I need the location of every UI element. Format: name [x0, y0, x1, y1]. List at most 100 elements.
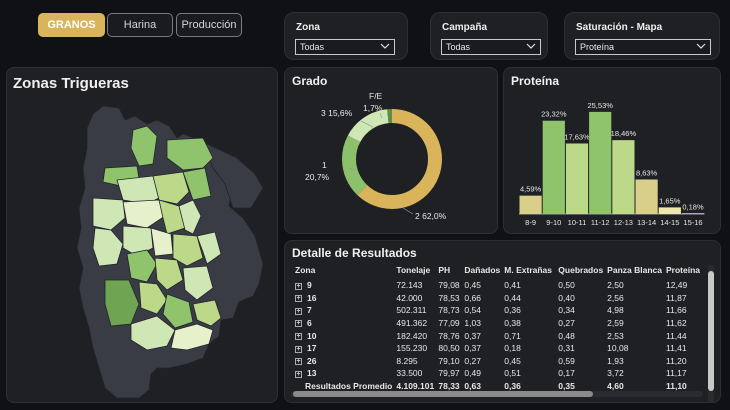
cell-proteina: 11,87 [665, 292, 687, 303]
cell-proteina: 12,49 [665, 280, 688, 291]
cell-ph: 78,76 [438, 330, 460, 341]
cell-m-extranas: 0,36 [504, 305, 521, 316]
expand-icon[interactable]: + [295, 295, 302, 303]
expand-icon[interactable]: + [295, 370, 302, 378]
column-header-m-extranas[interactable]: M. Extrañas [504, 265, 553, 275]
cell-tonelaje: 502.311 [396, 305, 427, 316]
proteina-bar-chart[interactable]: 4,59% 8-9 23,32% 9-10 17,63% 10-11 25,53% 11-12… [504, 68, 722, 235]
total-proteina: 11,10 [665, 381, 687, 392]
map-region-r [182, 265, 214, 301]
cell-quebrados: 0,48 [558, 330, 575, 341]
x-tick-label: 14-15 [660, 218, 679, 227]
table-row[interactable]: +17 155.230 80,50 0,37 0,18 0,31 10,08 11,41 [293, 342, 702, 355]
expand-icon[interactable]: + [295, 307, 302, 315]
tab-granos[interactable]: GRANOS [38, 13, 105, 37]
cell-proteina: 11,44 [665, 330, 687, 341]
bar-15-16[interactable] [681, 213, 705, 214]
expand-icon[interactable]: + [295, 320, 302, 328]
table-row[interactable]: +16 42.000 78,53 0,66 0,44 0,40 2,56 11,87 [293, 292, 702, 305]
cell-zona: +6 [293, 317, 394, 330]
tab-harina[interactable]: Harina [107, 13, 173, 37]
cell-zona: +17 [293, 342, 394, 355]
donut-leader-line [379, 112, 383, 119]
cell-tonelaje: 42.000 [396, 292, 423, 303]
grado-label-3: 3 15,6% [321, 108, 353, 118]
map-region-n [126, 249, 158, 283]
cell-ph: 79,10 [438, 355, 460, 366]
cell-danados: 0,45 [464, 280, 481, 291]
bar-8-9[interactable] [519, 195, 542, 214]
x-tick-label: 12-13 [614, 218, 633, 227]
bar-13-14[interactable] [635, 179, 658, 214]
grado-title: Grado [292, 74, 328, 88]
total-danados: 0,63 [464, 381, 481, 392]
cell-ph: 77,09 [438, 318, 460, 329]
column-header-quebrados[interactable]: Quebrados [558, 265, 604, 275]
bar-value-label: 17,63% [564, 132, 590, 141]
donut-slice-fe[interactable] [342, 109, 442, 209]
bar-value-label: 18,46% [611, 129, 637, 138]
cell-danados: 1,03 [464, 318, 481, 329]
column-header-danados[interactable]: Dañados [464, 265, 501, 275]
argentina-map[interactable] [7, 68, 279, 404]
table-row[interactable]: +13 33.500 79,97 0,49 0,51 0,17 3,72 11,17 [293, 367, 702, 380]
expand-icon[interactable]: + [295, 282, 302, 290]
saturacion-dropdown[interactable]: Proteína [575, 39, 711, 55]
cell-quebrados: 0,31 [558, 343, 575, 354]
table-row[interactable]: +6 491.362 77,09 1,03 0,38 0,27 2,59 11,62 [293, 317, 702, 330]
expand-icon[interactable]: + [295, 332, 302, 340]
expand-icon[interactable]: + [295, 345, 302, 353]
horizontal-scrollbar[interactable] [291, 391, 703, 397]
cell-danados: 0,27 [464, 355, 481, 366]
table-row[interactable]: +7 502.311 78,73 0,54 0,36 0,34 4,98 11,66 [293, 304, 702, 317]
map-card: Zonas Trigueras [6, 67, 278, 403]
vertical-scrollbar[interactable] [708, 265, 714, 403]
total-ph: 78,33 [438, 381, 460, 392]
bar-14-15[interactable] [658, 207, 681, 214]
tab-produccion[interactable]: Producción [176, 13, 242, 37]
map-region-f [182, 167, 212, 201]
bar-value-label: 1,65% [659, 196, 681, 205]
donut-slice-1[interactable] [342, 109, 442, 209]
x-tick-label: 15-16 [683, 218, 702, 227]
zona-value: 10 [307, 330, 317, 341]
map-region-j [178, 199, 202, 235]
column-header-panza-blanca[interactable]: Panza Blanca [607, 265, 662, 275]
map-region-e [152, 171, 190, 205]
zona-dropdown[interactable]: Todas [295, 39, 395, 55]
horizontal-scrollbar-thumb[interactable] [293, 391, 593, 397]
column-header-ph[interactable]: PH [438, 265, 451, 275]
table-row[interactable]: +9 72.143 79,08 0,45 0,41 0,50 2,50 12,49 [293, 279, 702, 292]
cell-ph: 79,08 [438, 280, 460, 291]
map-title: Zonas Trigueras [13, 75, 129, 92]
table-row[interactable]: +26 8.295 79,10 0,27 0,45 0,59 1,93 11,20 [293, 355, 702, 368]
column-header-zona[interactable]: Zona [295, 265, 316, 275]
cell-quebrados: 0,17 [558, 368, 575, 379]
bar-10-11[interactable] [565, 143, 589, 214]
saturacion-dropdown-value: Proteína [580, 42, 615, 52]
cell-ph: 79,97 [438, 368, 460, 379]
total-label: Resultados Promedio [305, 381, 393, 392]
cell-panza-blanca: 10,08 [607, 343, 629, 354]
column-header-tonelaje[interactable]: Tonelaje [396, 265, 431, 275]
bar-9-10[interactable] [542, 120, 565, 214]
cell-panza-blanca: 2,50 [607, 280, 624, 291]
bar-11-12[interactable] [589, 111, 612, 214]
table-row[interactable]: +10 182.420 78,76 0,37 0,71 0,48 2,53 11,44 [293, 329, 702, 342]
cell-zona: +10 [293, 329, 394, 342]
expand-icon[interactable]: + [295, 358, 302, 366]
cell-m-extranas: 0,18 [504, 343, 521, 354]
grado-donut-chart[interactable] [285, 68, 499, 235]
campana-dropdown[interactable]: Todas [441, 39, 541, 55]
column-header-proteina[interactable]: Proteína [665, 265, 700, 275]
zona-value: 7 [307, 305, 312, 316]
vertical-scrollbar-thumb[interactable] [708, 271, 714, 391]
map-region-u [162, 293, 194, 329]
x-tick-label: 13-14 [637, 218, 656, 227]
bar-12-13[interactable] [612, 140, 635, 214]
cell-ph: 78,73 [438, 305, 460, 316]
cell-m-extranas: 0,45 [504, 355, 521, 366]
map-region-v [130, 315, 176, 351]
grado-card: Grado F/E 1,7% 3 15,6% 1 20,7% 2 62,0% [284, 67, 498, 234]
map-region-h [122, 199, 166, 229]
